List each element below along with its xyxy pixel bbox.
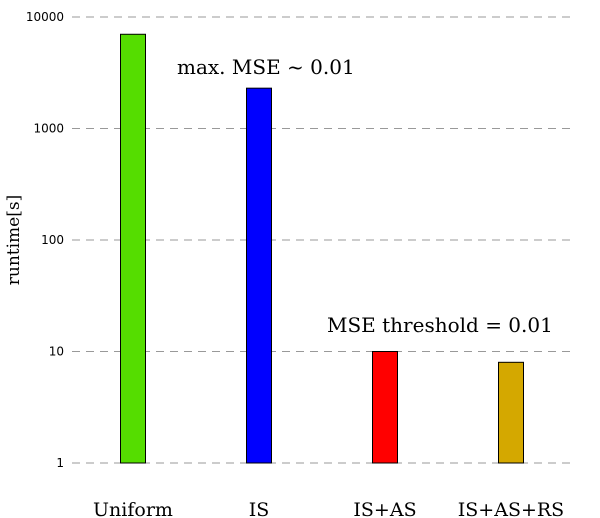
- x-axis-categories: Uniform IS IS+AS IS+AS+RS: [93, 499, 564, 518]
- annotation-mse-threshold: MSE threshold = 0.01: [327, 313, 553, 337]
- y-tick-label: 100: [41, 233, 64, 247]
- bar-is-as: [372, 351, 398, 464]
- bar-uniform: [120, 33, 146, 464]
- y-tick-label: 1: [56, 456, 64, 470]
- bar-is: [246, 87, 272, 464]
- category-label: IS+AS+RS: [458, 499, 564, 518]
- annotation-max-mse: max. MSE ~ 0.01: [177, 55, 355, 79]
- category-label: Uniform: [93, 499, 173, 518]
- y-tick-label: 1000: [33, 122, 64, 136]
- y-tick-label: 10000: [26, 10, 64, 24]
- y-tick-label: 10: [49, 345, 64, 359]
- category-label: IS: [249, 499, 270, 518]
- y-axis-ticks: 1 10 100 1000 10000: [26, 10, 64, 470]
- category-label: IS+AS: [353, 499, 416, 518]
- bar-is-as-rs: [498, 361, 524, 464]
- gridlines: [72, 16, 576, 464]
- bars: [120, 33, 524, 464]
- y-axis-label: runtime[s]: [4, 195, 24, 285]
